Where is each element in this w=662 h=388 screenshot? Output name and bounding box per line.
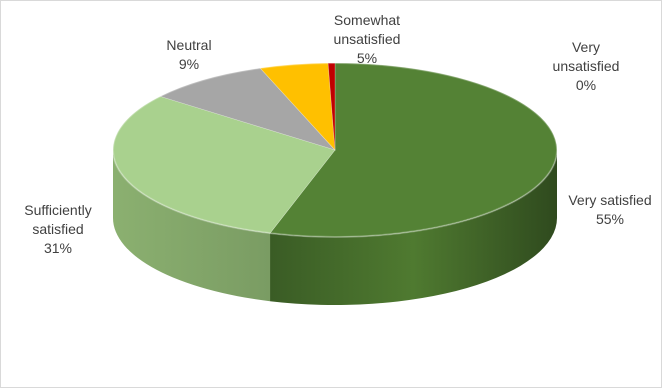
pie-slice-3 [259, 62, 336, 151]
data-label-category: Very [572, 39, 600, 55]
data-label-2: Neutral 9% [166, 37, 211, 72]
pie-side-0 [270, 150, 557, 305]
data-label-category: Somewhat [334, 12, 400, 28]
data-label-category: satisfied [32, 221, 83, 237]
data-label-category: Neutral [166, 37, 211, 53]
data-label-3: Somewhat unsatisfied 5% [334, 12, 401, 66]
data-label-value: 9% [179, 56, 199, 72]
pie-slice-1 [112, 96, 336, 234]
data-label-value: 55% [596, 211, 624, 227]
data-label-value: 5% [357, 50, 377, 66]
data-label-category: unsatisfied [553, 58, 620, 74]
pie-slice-2 [159, 67, 336, 151]
pie-side-1 [113, 150, 271, 302]
data-label-0: Very satisfied 55% [568, 192, 651, 227]
pie-slice-4 [327, 62, 336, 151]
pie-slice-0 [269, 62, 558, 238]
data-label-category: Very satisfied [568, 192, 651, 208]
data-label-value: 0% [576, 77, 596, 93]
data-label-1: Sufficiently satisfied 31% [24, 202, 91, 256]
data-label-category: unsatisfied [334, 31, 401, 47]
pie-rim [112, 62, 558, 238]
data-label-category: Sufficiently [24, 202, 91, 218]
data-label-4: Very unsatisfied 0% [553, 39, 620, 93]
data-label-value: 31% [44, 240, 72, 256]
